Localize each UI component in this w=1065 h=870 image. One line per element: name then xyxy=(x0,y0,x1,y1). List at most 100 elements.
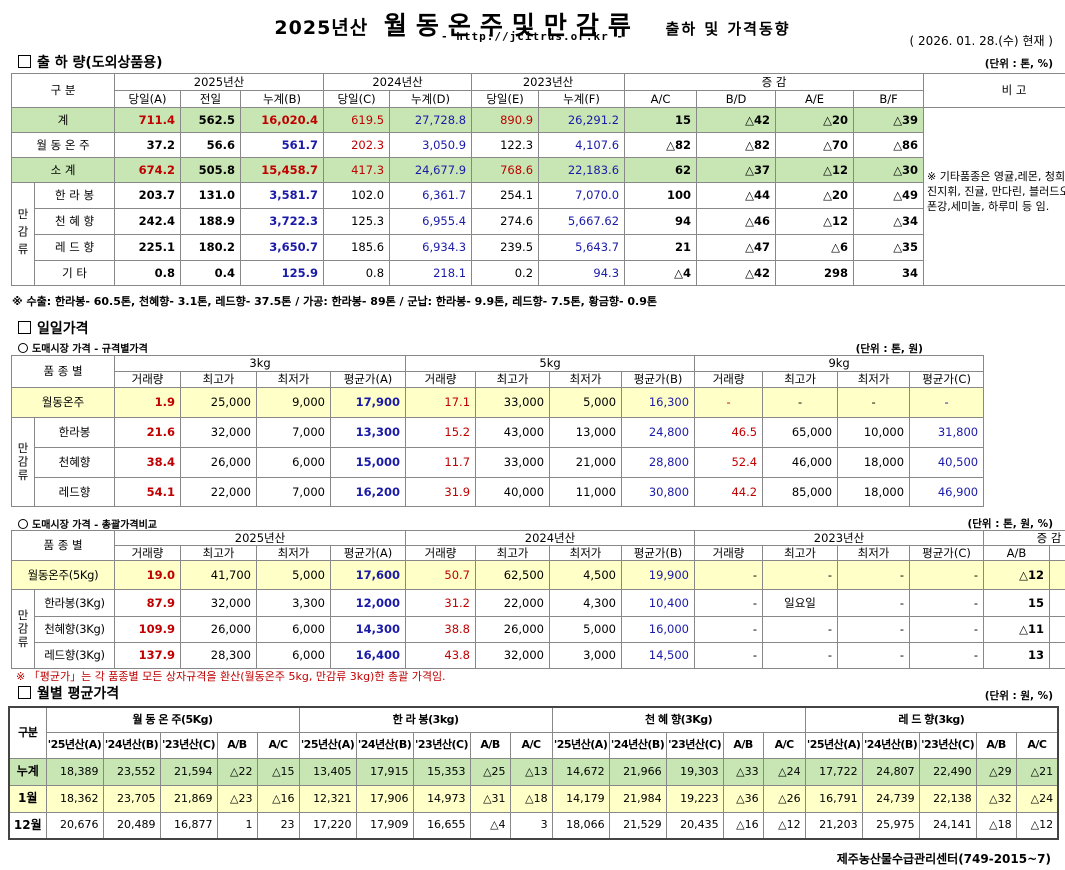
daily-cell: 46,000 xyxy=(762,447,839,478)
total-cell: - xyxy=(762,616,838,643)
shipment-cell: 15,458.7 xyxy=(240,157,325,183)
shipment-hdr-group: 구 분 xyxy=(10,73,116,108)
monthly-cell: △12 xyxy=(1015,811,1059,840)
daily-cell: - xyxy=(909,387,985,418)
monthly-col-header: A/C xyxy=(256,731,300,759)
total-cell: - xyxy=(837,589,910,617)
total-cell: 17,600 xyxy=(330,560,406,590)
total-cell: - xyxy=(837,560,910,590)
shipment-row-label: 천 혜 향 xyxy=(33,208,116,235)
total-unit: (단위 : 톤, 원, %) xyxy=(967,518,1053,530)
monthly-hdr-item: 구분 xyxy=(8,706,47,759)
monthly-cell: 16,877 xyxy=(159,811,218,840)
total-cell: 3,300 xyxy=(256,589,331,617)
daily-col-header: 최저가 xyxy=(837,371,911,388)
monthly-cell: 13,405 xyxy=(298,757,357,786)
shipment-cell: 125.3 xyxy=(323,208,391,235)
total-cell: 5,000 xyxy=(549,616,622,643)
daily-section-title: 일일가격 xyxy=(18,318,89,338)
total-cell: 137.9 xyxy=(114,642,181,669)
shipment-cell: 619.5 xyxy=(323,107,391,133)
total-hdr-2024: 2024년산 xyxy=(405,530,695,546)
monthly-cell: 16,655 xyxy=(412,811,471,840)
total-cell: 87.9 xyxy=(114,589,181,617)
daily-hdr-5kg: 5kg xyxy=(405,355,696,372)
daily-cell: 52.4 xyxy=(694,447,764,478)
shipment-cell: △47 xyxy=(696,234,777,261)
total-cell: 38.8 xyxy=(405,616,476,643)
daily-cell: 10,000 xyxy=(837,417,911,448)
shipment-cell: 239.5 xyxy=(471,234,540,261)
monthly-cell: 20,435 xyxy=(665,811,724,840)
total-col-header: 평균가(A) xyxy=(330,545,406,561)
shipment-cell: 37.2 xyxy=(114,132,182,158)
shipment-cell: △12 xyxy=(775,157,855,183)
monthly-hdr-group-0: 월 동 온 주(5Kg) xyxy=(45,706,300,733)
daily-col-header: 평균가(C) xyxy=(909,371,985,388)
shipment-cell: 188.9 xyxy=(180,208,242,235)
total-cell: 6,000 xyxy=(256,642,331,669)
monthly-cell: △33 xyxy=(722,757,764,786)
shipment-cell: 16,020.4 xyxy=(240,107,325,133)
shipment-cell: 4,107.6 xyxy=(538,132,626,158)
daily-cell: 13,000 xyxy=(549,417,623,448)
total-cell: - xyxy=(694,642,763,669)
monthly-cell: 17,906 xyxy=(355,784,414,813)
total-cell: 4,500 xyxy=(549,560,622,590)
daily-cell: 30,800 xyxy=(621,477,696,507)
shipment-section-title: 출 하 량(도외상품용) xyxy=(18,52,163,72)
monthly-col-header: '25년산(A) xyxy=(551,731,610,759)
shipment-cell: △49 xyxy=(853,182,925,209)
daily-cell: 17.1 xyxy=(405,387,477,418)
daily-row: 만감류 한라봉 21.6 32,000 7,000 13,300 15.2 43,000 13,… xyxy=(11,417,985,507)
total-row: 레드향(3Kg) 137.9 28,300 6,000 16,400 43.8 32,000… xyxy=(12,642,1065,669)
monthly-cell: △32 xyxy=(975,784,1017,813)
monthly-cell: △25 xyxy=(469,757,511,786)
daily-cell: 40,500 xyxy=(909,447,985,478)
daily-cell: 46,900 xyxy=(909,477,985,507)
total-row: 월동온주(5Kg) 19.0 41,700 5,000 17,600 50.7 62,500… xyxy=(11,560,1065,590)
daily-cell: 6,000 xyxy=(256,447,331,478)
daily-row-label: 레드향 xyxy=(34,477,115,507)
monthly-cell: 18,066 xyxy=(551,811,610,840)
monthly-cell: △13 xyxy=(509,757,553,786)
daily-cell: - xyxy=(762,387,839,418)
monthly-col-header: '25년산(A) xyxy=(45,731,104,759)
shipment-col-header: A/E xyxy=(775,90,855,108)
shipment-cell: 125.9 xyxy=(240,260,325,286)
monthly-cell: 17,220 xyxy=(298,811,357,840)
monthly-cell: 21,529 xyxy=(608,811,667,840)
monthly-hdr-group-1: 한 라 봉(3kg) xyxy=(298,706,553,733)
total-cell: - xyxy=(909,560,984,590)
monthly-col-header: '23년산(C) xyxy=(412,731,471,759)
shipment-cell: △39 xyxy=(853,107,925,133)
total-col-header: 최고가 xyxy=(762,545,838,561)
shipment-row: 계 711.4 562.5 16,020.4 619.5 27,728.8 890.9 26,… xyxy=(10,107,1065,286)
daily-cell: 21.6 xyxy=(114,417,181,448)
shipment-cell: 100 xyxy=(624,182,698,209)
daily-cell: 7,000 xyxy=(256,477,331,507)
shipment-col-header: 누계(F) xyxy=(538,90,626,108)
shipment-col-header: 당일(C) xyxy=(323,90,391,108)
shipment-cell: 21 xyxy=(624,234,698,261)
shipment-cell: 225.1 xyxy=(114,234,182,261)
monthly-col-header: '25년산(A) xyxy=(298,731,357,759)
total-cell: △11 xyxy=(983,616,1050,643)
monthly-cell: 22,490 xyxy=(918,757,977,786)
shipment-cell: 254.1 xyxy=(471,182,540,209)
daily-cell: 38.4 xyxy=(114,447,181,478)
daily-cell: 32,000 xyxy=(180,417,257,448)
monthly-cell: △16 xyxy=(256,784,300,813)
monthly-price-table: 구분 월 동 온 주(5Kg) 한 라 봉(3kg) 천 혜 향(3Kg) 레 … xyxy=(8,706,1060,840)
total-cell: - xyxy=(909,589,984,617)
shipment-cell: 6,955.4 xyxy=(389,208,473,235)
total-col-header: 최저가 xyxy=(549,545,622,561)
shipment-cell: 6,934.3 xyxy=(389,234,473,261)
shipment-cell: 274.6 xyxy=(471,208,540,235)
shipment-hdr-diff: 증 감 xyxy=(624,73,925,91)
daily-cell: 21,000 xyxy=(549,447,623,478)
shipment-cell: △44 xyxy=(696,182,777,209)
daily-row-label: 월동온주 xyxy=(11,387,115,418)
monthly-col-header: '25년산(A) xyxy=(804,731,863,759)
site-url: - http://jcitrus.or.kr - xyxy=(441,30,624,43)
